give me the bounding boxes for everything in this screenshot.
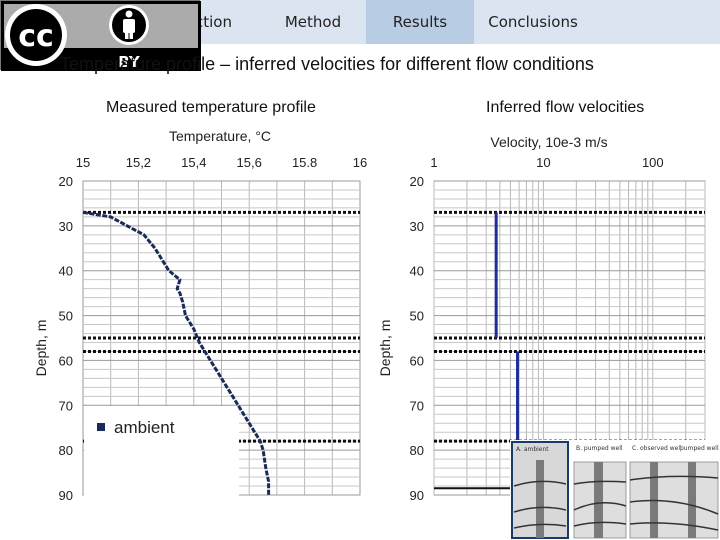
tab-method[interactable]: Method xyxy=(284,13,342,31)
cc-by-license-badge: cc BY xyxy=(0,0,201,71)
y-tick-label: 90 xyxy=(410,488,424,503)
temperature-profile-chart: 15 15,2 15,4 15,6 15.8 16 20 30 40 50 60 70 80 90 Temp… xyxy=(33,128,367,503)
x-axis-title: Velocity, 10e-3 m/s xyxy=(490,134,607,150)
x-tick-label: 100 xyxy=(642,155,664,170)
license-by-text: BY xyxy=(118,53,141,71)
right-chart-subtitle: Inferred flow velocities xyxy=(486,99,645,116)
y-tick-label: 30 xyxy=(59,219,73,234)
y-tick-label: 80 xyxy=(410,443,424,458)
legend-box xyxy=(84,406,239,496)
schematic-panel-b: B. pumped well xyxy=(573,445,627,539)
x-tick-label: 1 xyxy=(430,155,437,170)
x-tick-label: 15,6 xyxy=(237,155,262,170)
schematic-caption-c: C. observed well xyxy=(632,445,682,452)
schematic-panel-c: C. observed well pumped well xyxy=(629,445,719,539)
x-tick-label: 15 xyxy=(76,155,90,170)
series-line-ambient xyxy=(82,210,271,495)
y-tick-label: 40 xyxy=(410,264,424,279)
y-tick-label: 70 xyxy=(410,398,424,413)
y-tick-label: 20 xyxy=(59,174,73,189)
x-tick-label: 15.8 xyxy=(292,155,317,170)
tab-introduction[interactable]: ction xyxy=(195,13,232,31)
left-chart-subtitle: Measured temperature profile xyxy=(106,99,316,116)
y-tick-label: 90 xyxy=(59,488,73,503)
schematic-caption-d: pumped well xyxy=(680,445,719,452)
tab-conclusions[interactable]: Conclusions xyxy=(488,13,578,31)
y-tick-label: 80 xyxy=(59,443,73,458)
y-tick-label: 30 xyxy=(410,219,424,234)
schematic-caption-a: A. ambient xyxy=(516,446,549,453)
x-tick-label: 15,4 xyxy=(181,155,206,170)
y-tick-label: 60 xyxy=(59,353,73,368)
tab-results[interactable]: Results xyxy=(366,0,474,44)
y-axis-title: Depth, m xyxy=(33,320,49,377)
cc-by-icon: cc BY xyxy=(1,1,201,71)
schematic-caption-b: B. pumped well xyxy=(576,445,623,452)
y-tick-label: 70 xyxy=(59,398,73,413)
y-tick-label: 40 xyxy=(59,264,73,279)
x-tick-label: 10 xyxy=(536,155,550,170)
y-tick-label: 50 xyxy=(59,309,73,324)
y-axis-title: Depth, m xyxy=(377,320,393,377)
x-tick-label: 16 xyxy=(353,155,367,170)
y-tick-label: 60 xyxy=(410,353,424,368)
slide-title: Temperature profile – inferred velocitie… xyxy=(60,54,594,74)
legend-entry: ambient xyxy=(114,418,175,437)
flow-schematic-inset: A. ambient B. pumped well C. observed we… xyxy=(510,440,720,540)
y-tick-label: 50 xyxy=(410,309,424,324)
legend-swatch xyxy=(97,423,105,431)
schematic-panel-a: A. ambient xyxy=(511,441,569,539)
svg-text:cc: cc xyxy=(18,19,54,54)
y-tick-label: 20 xyxy=(410,174,424,189)
x-axis-title: Temperature, °C xyxy=(169,128,271,144)
x-tick-label: 15,2 xyxy=(126,155,151,170)
